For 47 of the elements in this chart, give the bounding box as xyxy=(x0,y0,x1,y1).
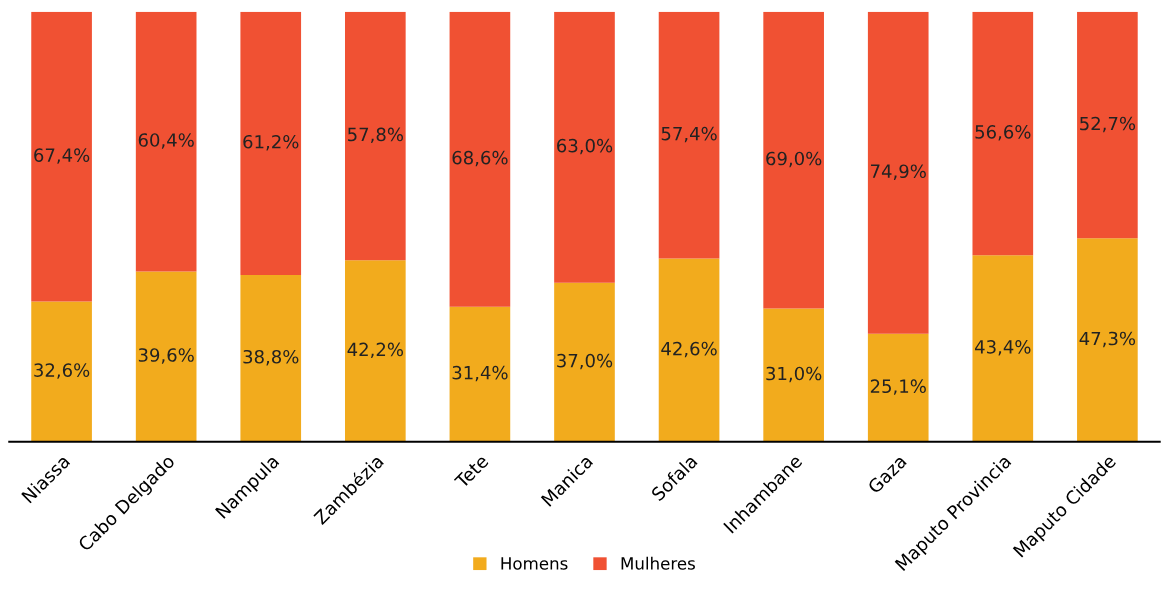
data-label: 74,9% xyxy=(871,164,926,180)
bar xyxy=(972,255,1034,442)
data-label: 63,0% xyxy=(557,138,613,155)
bar xyxy=(763,308,824,442)
data-label: 69,0% xyxy=(766,151,822,168)
data-label: 43,4% xyxy=(975,340,1031,356)
data-label: 68,6% xyxy=(452,150,508,167)
data-label: 31,0% xyxy=(766,366,822,383)
data-label: 47,3% xyxy=(1079,331,1136,348)
bar xyxy=(1077,238,1138,442)
bar xyxy=(867,11,929,334)
bar xyxy=(135,271,197,442)
legend-label: Mulheres xyxy=(621,556,695,570)
x-tick-label: Tete xyxy=(453,453,490,490)
legend-label: Homens xyxy=(501,557,568,570)
bar xyxy=(867,333,929,442)
bar xyxy=(240,11,302,275)
bar xyxy=(31,11,92,302)
bar xyxy=(31,301,92,442)
bar xyxy=(763,11,824,309)
bar xyxy=(449,306,511,442)
data-label: 52,7% xyxy=(1080,116,1136,133)
data-label: 31,4% xyxy=(452,365,508,382)
bar xyxy=(345,260,406,442)
data-label: 37,0% xyxy=(557,353,613,370)
bar xyxy=(345,11,406,261)
data-label: 56,6% xyxy=(975,125,1031,141)
data-label: 25,1% xyxy=(870,379,926,395)
bar xyxy=(240,274,302,442)
data-label: 38,8% xyxy=(243,349,299,366)
data-label: 42,2% xyxy=(347,342,404,359)
data-label: 60,4% xyxy=(138,133,194,149)
bar xyxy=(658,258,720,442)
data-label: 39,6% xyxy=(138,348,194,364)
bar xyxy=(554,11,615,283)
data-label: 67,4% xyxy=(34,148,90,164)
bar xyxy=(972,11,1034,256)
data-label: 57,4% xyxy=(661,126,717,143)
bar xyxy=(658,11,720,259)
bar xyxy=(554,282,615,442)
bar xyxy=(135,11,197,272)
data-label: 32,6% xyxy=(34,363,90,379)
bar xyxy=(449,11,511,307)
data-label: 57,8% xyxy=(348,127,404,144)
data-label: 42,6% xyxy=(661,341,717,358)
data-label: 61,2% xyxy=(243,134,299,151)
bar xyxy=(1077,11,1138,239)
